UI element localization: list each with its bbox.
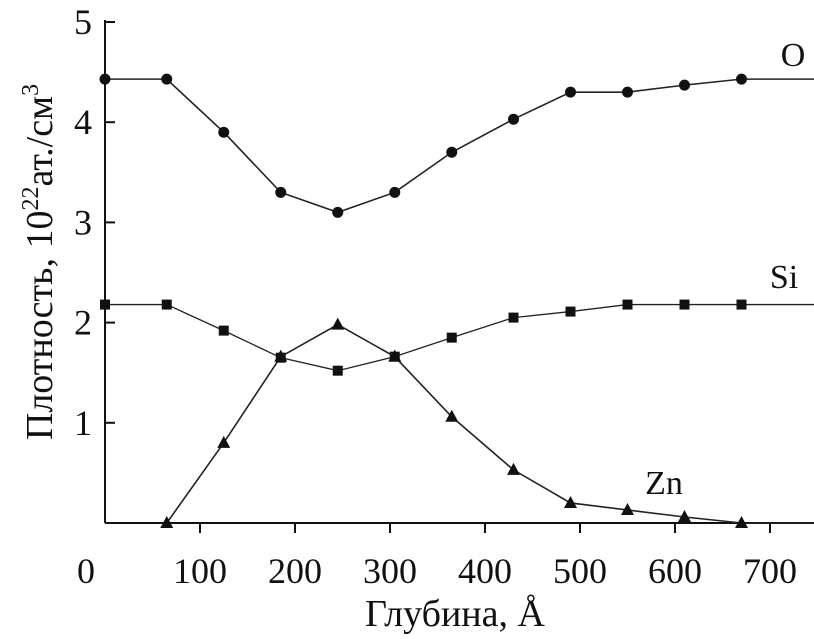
series-line-si bbox=[105, 303, 814, 372]
data-point-o bbox=[275, 186, 287, 198]
data-point-zn bbox=[217, 435, 231, 448]
data-point-zn bbox=[678, 509, 691, 522]
x-ticks: 0 100 200 300 400 500 600 700 bbox=[77, 523, 797, 591]
data-point-si bbox=[565, 306, 576, 317]
series-label-o: O bbox=[781, 37, 806, 74]
data-point-o bbox=[736, 73, 747, 85]
x-tick-label: 100 bbox=[173, 551, 227, 591]
data-point-zn bbox=[160, 516, 174, 528]
y-tick-label: 5 bbox=[74, 2, 92, 42]
data-point-si bbox=[100, 299, 110, 310]
data-point-si bbox=[332, 365, 343, 376]
series-line-o bbox=[105, 78, 814, 214]
x-tick-label: 700 bbox=[743, 551, 797, 591]
data-point-o bbox=[99, 73, 111, 85]
x-tick-label: 200 bbox=[268, 551, 322, 591]
data-point-zn bbox=[274, 349, 288, 362]
data-point-o bbox=[508, 113, 519, 125]
data-point-si bbox=[622, 299, 633, 310]
data-point-si bbox=[679, 299, 690, 310]
x-tick-label: 400 bbox=[458, 551, 512, 591]
y-axis-title-unit: ат./см bbox=[19, 96, 61, 187]
y-tick-label: 1 bbox=[74, 403, 92, 443]
y-axis-title-exponent: 22 bbox=[18, 187, 44, 211]
series-o: O bbox=[99, 37, 814, 218]
data-point-o bbox=[218, 126, 230, 138]
series-si: Si bbox=[100, 259, 814, 376]
data-point-zn bbox=[564, 495, 577, 508]
y-ticks: 1 2 3 4 5 bbox=[74, 2, 115, 443]
data-point-si bbox=[446, 332, 457, 343]
x-tick-label: 500 bbox=[553, 551, 607, 591]
x-axis-title: Глубина, Å bbox=[365, 593, 545, 635]
series-zn: Zn bbox=[160, 317, 814, 528]
series-layer: O Si Zn bbox=[99, 37, 814, 528]
y-axis-title-unit-exponent: 3 bbox=[18, 84, 44, 96]
data-point-zn bbox=[507, 462, 520, 475]
data-point-o bbox=[565, 86, 576, 98]
data-point-o bbox=[161, 73, 173, 85]
data-point-si bbox=[508, 312, 519, 323]
data-point-zn bbox=[735, 516, 748, 528]
x-tick-label: 300 bbox=[363, 551, 417, 591]
x-tick-label: 600 bbox=[648, 551, 702, 591]
data-point-zn bbox=[331, 317, 345, 330]
data-point-zn bbox=[388, 349, 402, 362]
x-tick-label: 0 bbox=[77, 551, 95, 591]
data-point-zn bbox=[445, 409, 459, 422]
y-tick-label: 4 bbox=[74, 102, 92, 142]
series-label-si: Si bbox=[770, 259, 798, 296]
data-point-o bbox=[622, 86, 633, 98]
y-tick-label: 2 bbox=[74, 303, 92, 343]
series-label-zn: Zn bbox=[645, 465, 683, 502]
y-tick-label: 3 bbox=[74, 202, 92, 242]
data-point-o bbox=[679, 79, 690, 91]
data-point-si bbox=[161, 299, 172, 310]
data-point-zn bbox=[621, 502, 634, 515]
series-line-zn bbox=[166, 323, 814, 524]
data-point-si bbox=[218, 325, 229, 336]
axes bbox=[104, 20, 814, 524]
y-axis-title-text: Плотность, 10 bbox=[19, 211, 61, 441]
data-point-o bbox=[332, 206, 344, 218]
data-point-o bbox=[446, 146, 458, 158]
data-point-o bbox=[389, 186, 401, 198]
y-axis-title: Плотность, 1022ат./см3 bbox=[18, 84, 61, 440]
data-point-si bbox=[736, 299, 747, 310]
